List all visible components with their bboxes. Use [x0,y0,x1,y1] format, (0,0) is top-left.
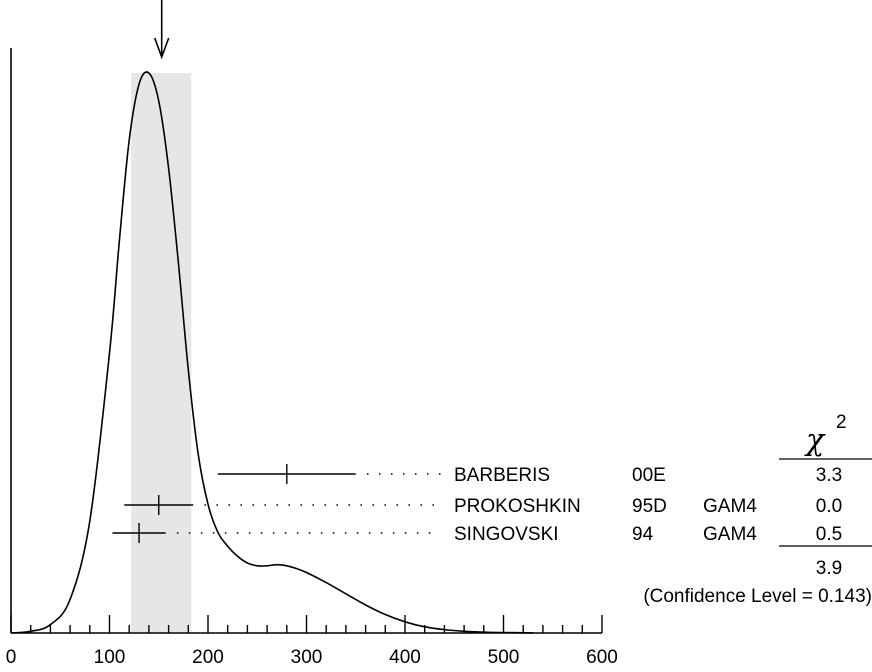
measurement-chi2: 3.3 [816,465,842,486]
measurement-chi2: 0.0 [816,496,842,517]
measurement-tech: GAM4 [703,496,757,517]
leader-dot [426,473,429,475]
leader-dot [296,532,299,534]
measurement-row: PROKOSHKIN 95D GAM4 0.0 [124,495,842,517]
measurement-author: PROKOSHKIN [454,496,581,517]
x-tick-label: 500 [488,647,520,668]
leader-dot [216,504,219,506]
measurement-year: 94 [632,524,654,545]
leader-dot [416,532,419,534]
confidence-level: (Confidence Level = 0.143) [643,586,872,607]
average-arrow [153,0,170,60]
leader-dot [402,473,405,475]
measurement-row: SINGOVSKI 94 GAM4 0.5 [112,523,842,545]
leader-dot [378,473,381,475]
leader-dot [432,504,435,506]
measurement-year: 00E [632,465,666,486]
measurement-year: 95D [632,496,667,517]
leader-dot [396,504,399,506]
chi2-symbol: χ [804,423,826,458]
leader-dot [372,504,375,506]
leader-dot [324,504,327,506]
leader-dot [414,473,417,475]
leader-dot [438,473,441,475]
leader-dot [224,532,227,534]
leader-dot [284,532,287,534]
x-ticks [10,615,603,633]
leader-dot [264,504,267,506]
x-tick-labels: 0 100 200 300 400 500 600 [6,647,618,668]
ideogram-curve [10,71,534,634]
average-arrow-head [153,37,170,60]
x-tick-label: 300 [291,647,323,668]
leader-dot [408,504,411,506]
x-tick-label: 600 [586,647,618,668]
leader-dot [320,532,323,534]
leader-dot [272,532,275,534]
chi2-superscript: 2 [836,412,847,433]
measurement-author: BARBERIS [454,465,550,486]
leader-dot [380,532,383,534]
measurement-author: SINGOVSKI [454,524,559,545]
leader-dot [276,504,279,506]
leader-dot [344,532,347,534]
leader-dot [404,532,407,534]
measurement-tech: GAM4 [703,524,757,545]
x-tick-label: 100 [94,647,126,668]
x-tick-label: 400 [389,647,421,668]
measurements: BARBERIS 00E 3.3 PROKOSHKIN 95D GAM4 0.0 SINGOV… [112,464,842,545]
leader-dot [240,504,243,506]
average-band [131,73,192,633]
leader-dot [248,532,251,534]
leader-dot [200,532,203,534]
leader-dot [260,532,263,534]
leader-dot [360,504,363,506]
leader-dot [356,532,359,534]
leader-dot [420,504,423,506]
leader-dot [236,532,239,534]
measurement-chi2: 0.5 [816,524,842,545]
leader-dot [336,504,339,506]
leader-dot [384,504,387,506]
leader-dot [312,504,315,506]
chi2-total: 3.9 [816,558,842,579]
leader-dot [428,532,431,534]
leader-dot [368,532,371,534]
leader-dot [252,504,255,506]
leader-dot [288,504,291,506]
x-tick-label: 200 [192,647,224,668]
measurement-row: BARBERIS 00E 3.3 [217,464,842,486]
leader-dot [392,532,395,534]
leader-dot [300,504,303,506]
leader-dot [348,504,351,506]
leader-dot [332,532,335,534]
leader-dot [228,504,231,506]
leader-dot [366,473,369,475]
leader-dot [188,532,191,534]
leader-dot [204,504,207,506]
leader-dot [176,532,179,534]
leader-dot [390,473,393,475]
leader-dot [308,532,311,534]
leader-dot [212,532,215,534]
x-tick-label: 0 [6,647,17,668]
